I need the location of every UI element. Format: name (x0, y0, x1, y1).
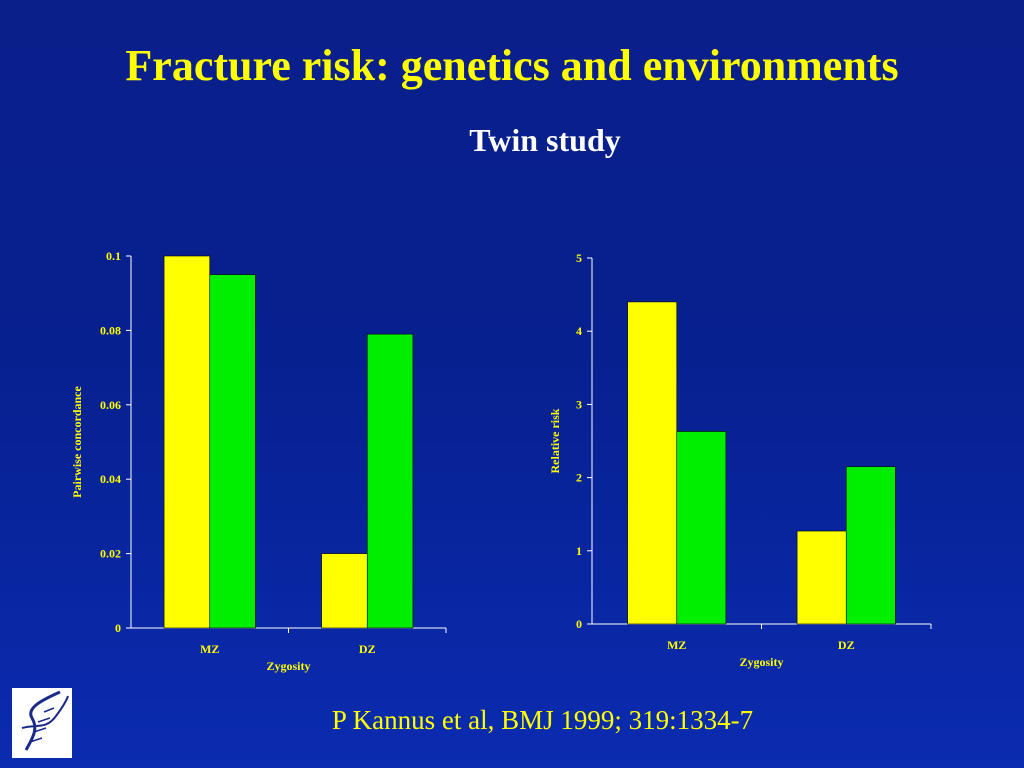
bar (209, 274, 256, 629)
citation: P Kannus et al, BMJ 1999; 319:1334-7 (331, 705, 754, 735)
relative-risk-chart: 0 1 2 3 4 5 MZ DZ Zygosity Relative risk (548, 251, 932, 669)
y-tick-label: 0.02 (100, 547, 121, 561)
y-tick-label: 4 (576, 324, 582, 338)
slide-title: Fracture risk: genetics and environments (125, 41, 899, 90)
bar (366, 333, 414, 629)
x-tick-label: DZ (838, 638, 855, 652)
x-axis-label: Zygosity (739, 655, 783, 669)
y-tick-label: 0 (115, 621, 121, 635)
pairwise-concordance-chart: 0 0.02 0.04 0.06 0.08 0.1 MZ DZ Zygosity Pairwise… (70, 249, 447, 673)
y-tick-label: 0.1 (106, 249, 121, 263)
bar (845, 466, 896, 625)
y-axis-label: Pairwise concordance (70, 386, 84, 498)
y-tick-label: 0.06 (100, 398, 121, 412)
y-tick-label: 1 (576, 544, 582, 558)
x-tick-label: MZ (667, 638, 686, 652)
bar (676, 431, 727, 625)
y-axis-label: Relative risk (548, 408, 562, 473)
x-axis-label: Zygosity (266, 659, 310, 673)
y-tick-label: 0.08 (100, 323, 121, 337)
bar (163, 255, 211, 629)
x-tick-label: MZ (200, 642, 219, 656)
slide-subtitle: Twin study (469, 122, 621, 158)
y-tick-label: 3 (576, 397, 582, 411)
bar (627, 301, 678, 625)
x-tick-label: DZ (359, 642, 376, 656)
y-tick-label: 5 (576, 251, 582, 265)
logo (12, 688, 72, 758)
dna-helix-logo-icon (21, 690, 69, 751)
y-tick-label: 0.04 (100, 472, 121, 486)
y-tick-label: 0 (576, 617, 582, 631)
y-tick-label: 2 (576, 471, 582, 485)
bar (321, 553, 368, 629)
bar (796, 530, 847, 625)
